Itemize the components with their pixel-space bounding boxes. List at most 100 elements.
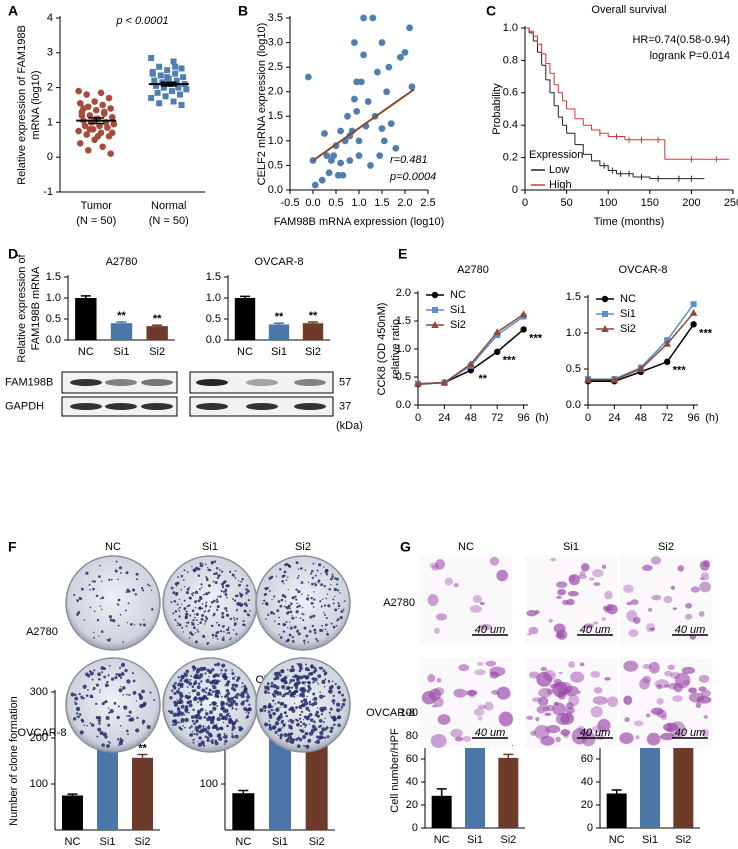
colony: [336, 589, 340, 592]
y-tick-label: 200: [30, 732, 48, 744]
colony: [96, 735, 99, 738]
survival-step: [662, 139, 666, 160]
cell: [703, 715, 708, 719]
y-tick-label: 0.5: [268, 159, 283, 171]
colony: [205, 592, 209, 596]
y-tick-label: 300: [30, 686, 48, 698]
colony: [74, 693, 77, 697]
colony: [99, 564, 101, 567]
survival-step: [583, 153, 593, 161]
colony: [139, 694, 143, 698]
colony: [312, 698, 314, 701]
colony: [233, 575, 235, 577]
colony: [216, 638, 219, 640]
x-tick-label: 96: [517, 412, 529, 424]
colony: [281, 580, 284, 583]
colony: [285, 738, 290, 743]
error-bar: [160, 81, 177, 87]
y-tick-label: 60: [581, 753, 593, 765]
cell: [484, 701, 494, 711]
point: [100, 108, 108, 116]
cell: [476, 661, 484, 666]
colony: [119, 572, 122, 574]
colony: [321, 727, 326, 732]
colony: [301, 729, 305, 733]
colony: [302, 613, 305, 616]
colony: [218, 568, 221, 571]
colony: [118, 666, 122, 669]
colony: [218, 713, 223, 717]
colony: [271, 693, 275, 696]
significance: **: [117, 310, 126, 322]
x-unit: (h): [705, 412, 718, 424]
colony: [205, 617, 209, 620]
annotation: HR=0.74(0.58-0.94): [632, 34, 730, 46]
colony: [228, 626, 230, 628]
point: [584, 375, 592, 383]
colony: [304, 726, 306, 728]
error-bar: [274, 322, 284, 325]
colony: [286, 686, 290, 691]
colony: [223, 732, 226, 735]
colony: [332, 598, 335, 601]
colony: [197, 709, 202, 714]
survival-step: [529, 30, 534, 37]
cell: [496, 686, 511, 700]
colony: [93, 669, 96, 672]
colony: [102, 667, 106, 671]
colony: [102, 732, 107, 737]
colony: [302, 719, 305, 721]
colony: [331, 680, 334, 683]
colony: [330, 622, 333, 625]
colony: [184, 705, 189, 709]
point: [351, 39, 358, 46]
colony: [289, 679, 293, 682]
colony: [188, 726, 192, 729]
colony: [318, 563, 322, 567]
colony: [173, 599, 176, 603]
colony: [193, 680, 198, 685]
colony: [184, 709, 188, 713]
colony: [325, 617, 328, 620]
colony: [235, 675, 237, 678]
colony: [115, 560, 118, 563]
colony: [86, 724, 88, 727]
survival-step: [599, 165, 609, 171]
colony: [213, 682, 217, 685]
blot-row-label: GAPDH: [5, 400, 44, 412]
point: [369, 14, 377, 22]
cell: [677, 565, 685, 572]
colony: [224, 685, 226, 687]
row-label: A2780: [383, 597, 415, 609]
colony: [264, 722, 269, 727]
colony: [205, 730, 210, 734]
y-tick-label: 40: [581, 776, 593, 788]
colony: [177, 676, 180, 679]
point: [378, 39, 386, 46]
colony: [287, 589, 289, 591]
colony: [206, 736, 210, 740]
colony: [265, 618, 267, 620]
colony: [188, 692, 190, 694]
cell: [597, 718, 611, 732]
y-tick-label: 1.5: [206, 271, 221, 283]
colony: [216, 704, 219, 707]
cell: [601, 564, 607, 569]
point: [663, 339, 671, 347]
colony: [176, 621, 178, 623]
colony: [194, 600, 197, 604]
cell: [556, 595, 562, 599]
colony: [248, 703, 251, 706]
colony: [293, 702, 296, 704]
x-axis-label: FAM98B mRNA expression (log10): [274, 216, 445, 228]
colony: [118, 688, 123, 693]
colony: [204, 605, 207, 608]
scale-label: 40 um: [475, 727, 506, 739]
cell: [628, 629, 639, 638]
colony: [276, 687, 279, 690]
colony: [89, 588, 91, 591]
cell: [430, 733, 447, 748]
colony: [85, 571, 89, 575]
cell: [623, 660, 639, 672]
colony: [287, 604, 291, 608]
